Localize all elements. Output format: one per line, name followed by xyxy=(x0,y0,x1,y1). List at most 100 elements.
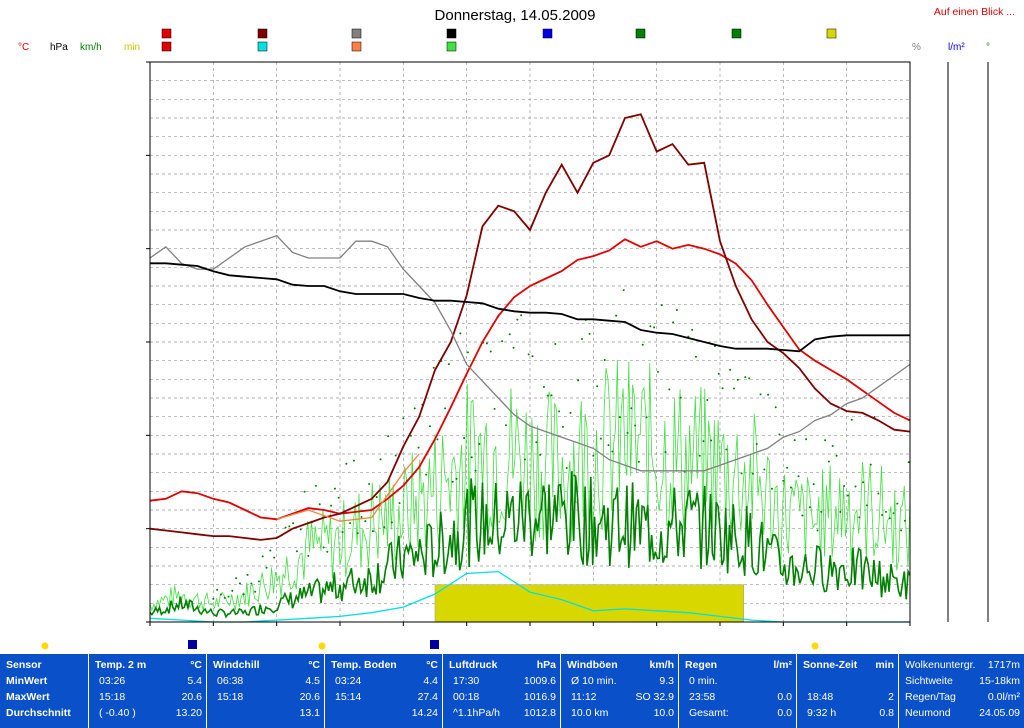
direction-dot xyxy=(782,479,785,482)
direction-dot xyxy=(573,474,576,477)
table-row: Sichtweite 15-18km xyxy=(899,674,1024,688)
cell-label: 18:48 xyxy=(807,691,834,703)
table-row: 15:14 27.4 xyxy=(325,690,442,704)
direction-dot xyxy=(330,504,333,507)
direction-dot xyxy=(888,517,891,520)
direction-dot xyxy=(520,314,523,317)
direction-dot xyxy=(892,512,895,515)
direction-dot xyxy=(337,496,340,499)
direction-dot xyxy=(345,462,348,465)
direction-dot xyxy=(835,454,838,457)
chart-series xyxy=(149,113,911,623)
cell-value: 0.8 xyxy=(879,707,894,719)
series-wind xyxy=(149,471,911,619)
legend-swatch xyxy=(542,28,553,39)
overview-link[interactable]: Auf einen Blick ... xyxy=(934,6,1015,18)
direction-dot xyxy=(611,450,614,453)
sun-icon xyxy=(318,642,326,650)
direction-dot xyxy=(801,514,804,517)
direction-dot xyxy=(691,328,694,331)
cell-value: 10.0 xyxy=(653,707,674,719)
direction-dot xyxy=(793,439,796,442)
table-row: 11:12 SO 32.9 xyxy=(561,690,678,704)
direction-dot xyxy=(774,406,777,409)
direction-dot xyxy=(546,394,549,397)
direction-dot xyxy=(725,448,728,451)
direction-dot xyxy=(223,596,226,599)
column-title: Regen xyxy=(685,659,718,671)
direction-dot xyxy=(436,438,439,441)
direction-dot xyxy=(740,472,743,475)
table-header: Temp. Boden °C xyxy=(325,658,442,672)
direction-dot xyxy=(846,494,849,497)
direction-dot xyxy=(485,342,488,345)
table-row: 23:58 0.0 xyxy=(679,690,796,704)
direction-dot xyxy=(269,549,272,552)
direction-dot xyxy=(523,458,526,461)
direction-dot xyxy=(675,309,678,312)
direction-dot xyxy=(360,516,363,519)
table-header: Wolkenuntergr. 1717m xyxy=(899,658,1024,672)
cell-value: 20.6 xyxy=(181,691,202,703)
direction-dot xyxy=(550,394,553,397)
deg-unit-label: ° xyxy=(986,42,990,53)
direction-dot xyxy=(444,407,447,410)
cell-value: 13.1 xyxy=(299,707,320,719)
direction-dot xyxy=(508,333,511,336)
column-unit: 1717m xyxy=(987,659,1020,671)
direction-dot xyxy=(805,438,808,441)
cell-value: 27.4 xyxy=(417,691,438,703)
cell-value: 24.05.09 xyxy=(979,707,1020,719)
direction-dot xyxy=(649,325,652,328)
cell-label: Ø 10 min. xyxy=(571,675,617,687)
direction-dot xyxy=(212,597,215,600)
direction-dot xyxy=(843,485,846,488)
direction-dot xyxy=(877,492,880,495)
cell-value: 0.0l/m² xyxy=(987,691,1020,703)
direction-dot xyxy=(698,454,701,457)
temp-unit-label: °C xyxy=(18,42,29,53)
column-unit: °C xyxy=(308,659,320,671)
cell-label: 06:38 xyxy=(217,675,244,687)
direction-dot xyxy=(432,366,435,369)
table-row: Ø 10 min. 9.3 xyxy=(561,674,678,688)
table-row: 03:24 4.4 xyxy=(325,674,442,688)
direction-dot xyxy=(626,431,629,434)
hpa-unit-label: hPa xyxy=(50,42,68,53)
direction-dot xyxy=(710,439,713,442)
legend-swatch xyxy=(257,28,268,39)
direction-dot xyxy=(516,318,519,321)
direction-dot xyxy=(588,332,591,335)
direction-dot xyxy=(577,379,580,382)
table-header: Sonne-Zeit min xyxy=(797,658,898,672)
cell-label: Sichtweite xyxy=(905,675,953,687)
direction-dot xyxy=(672,321,675,324)
cell-label: ( -0.40 ) xyxy=(99,707,136,719)
direction-dot xyxy=(474,469,477,472)
table-header: Regen l/m² xyxy=(679,658,796,672)
direction-dot xyxy=(322,546,325,549)
direction-dot xyxy=(744,376,747,379)
direction-dot xyxy=(736,378,739,381)
direction-dot xyxy=(535,441,538,444)
legend-swatch xyxy=(446,28,457,39)
column-title: Temp. Boden xyxy=(331,659,397,671)
direction-dot xyxy=(839,510,842,513)
direction-dot xyxy=(732,387,735,390)
column-title: Windchill xyxy=(213,659,260,671)
cell-label: 11:12 xyxy=(571,691,597,703)
direction-dot xyxy=(869,463,872,466)
direction-dot xyxy=(900,529,903,532)
cell-value: 4.5 xyxy=(305,675,320,687)
table-column: Sensor MinWert MaxWert Durchschnitt xyxy=(0,654,88,728)
direction-dot xyxy=(463,437,466,440)
table-header: Luftdruck hPa xyxy=(443,658,560,672)
direction-dot xyxy=(379,458,382,461)
direction-dot xyxy=(755,442,758,445)
direction-dot xyxy=(451,480,454,483)
direction-dot xyxy=(402,417,405,420)
direction-dot xyxy=(231,589,234,592)
column-unit: l/m² xyxy=(773,659,792,671)
direction-dot xyxy=(618,416,621,419)
legend-swatch xyxy=(161,41,172,52)
